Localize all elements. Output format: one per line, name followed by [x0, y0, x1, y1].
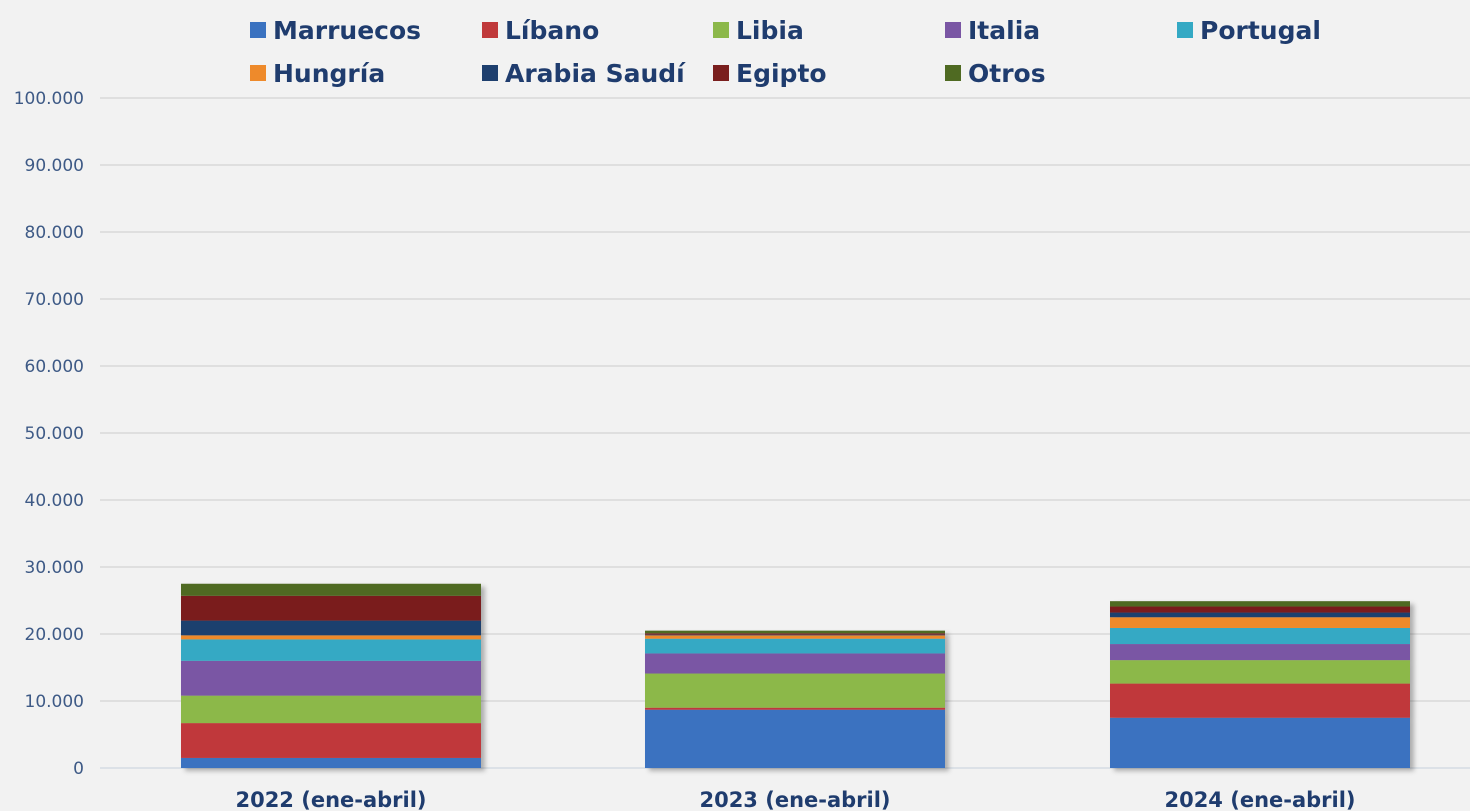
bar-segment: [1110, 644, 1410, 661]
legend-label: Líbano: [505, 16, 599, 45]
legend-label: Libia: [736, 16, 804, 45]
y-tick-label: 40.000: [25, 491, 84, 511]
bar-segment: [181, 660, 481, 696]
bar-segment: [1110, 617, 1410, 628]
legend-swatch: [250, 65, 266, 81]
bar-segment: [181, 635, 481, 640]
bar-segment: [1110, 660, 1410, 684]
legend-swatch: [713, 22, 729, 38]
bar-segment: [645, 630, 945, 634]
bar-segment: [181, 595, 481, 621]
y-tick-label: 20.000: [25, 625, 84, 645]
legend-swatch: [945, 65, 961, 81]
legend-swatch: [482, 65, 498, 81]
bar-segment: [181, 695, 481, 724]
legend-swatch: [945, 22, 961, 38]
legend-label: Portugal: [1200, 16, 1321, 45]
bar-segment: [1110, 601, 1410, 607]
bar-segment: [1110, 683, 1410, 718]
bar-segment: [645, 634, 945, 636]
bar-segment: [181, 639, 481, 661]
bars: [181, 583, 1410, 768]
x-category-label: 2022 (ene-abril): [235, 788, 426, 811]
legend-label: Marruecos: [273, 16, 421, 45]
legend-item: Libia: [713, 16, 804, 45]
bar-segment: [645, 633, 945, 635]
y-tick-label: 60.000: [25, 357, 84, 377]
y-tick-label: 50.000: [25, 424, 84, 444]
bar-segment: [645, 673, 945, 708]
bar-segment: [181, 620, 481, 636]
legend: Marruecos Líbano Libia Italia Portugal Hungrí…: [250, 16, 1321, 88]
bar-segment: [645, 635, 945, 639]
legend-swatch: [713, 65, 729, 81]
legend-label: Otros: [968, 59, 1046, 88]
y-tick-label: 70.000: [25, 290, 84, 310]
bar-segment: [1110, 717, 1410, 768]
legend-item: Italia: [945, 16, 1040, 45]
y-tick-label: 90.000: [25, 156, 84, 176]
legend-label: Italia: [968, 16, 1040, 45]
legend-label: Egipto: [736, 59, 827, 88]
bar-segment: [645, 709, 945, 768]
bar-segment: [1110, 606, 1410, 613]
legend-item: Egipto: [713, 59, 827, 88]
legend-swatch: [1177, 22, 1193, 38]
y-tick-label: 30.000: [25, 558, 84, 578]
bar-stack: [181, 583, 481, 768]
y-axis-tick-labels: 0 10.000 20.000 30.000 40.000 50.000 60.000 70.…: [14, 89, 84, 779]
legend-item: Hungría: [250, 59, 385, 88]
y-tick-label: 100.000: [14, 89, 84, 109]
y-tick-label: 10.000: [25, 692, 84, 712]
legend-item: Líbano: [482, 16, 599, 45]
bar-stack: [645, 630, 945, 768]
legend-item: Otros: [945, 59, 1046, 88]
legend-item: Portugal: [1177, 16, 1321, 45]
x-category-label: 2024 (ene-abril): [1164, 788, 1355, 811]
x-axis-category-labels: 2022 (ene-abril) 2023 (ene-abril) 2024 (en…: [235, 788, 1355, 811]
legend-label: Arabia Saudí: [505, 59, 686, 88]
y-tick-label: 80.000: [25, 223, 84, 243]
bar-segment: [1110, 627, 1410, 645]
bar-segment: [645, 638, 945, 654]
x-category-label: 2023 (ene-abril): [699, 788, 890, 811]
bar-segment: [645, 707, 945, 710]
y-tick-label: 0: [73, 759, 84, 779]
legend-item: Marruecos: [250, 16, 421, 45]
legend-label: Hungría: [273, 59, 385, 88]
legend-swatch: [250, 22, 266, 38]
bar-segment: [1110, 612, 1410, 618]
bar-segment: [181, 723, 481, 758]
legend-swatch: [482, 22, 498, 38]
bar-segment: [181, 757, 481, 768]
bar-stack: [1110, 601, 1410, 768]
bar-segment: [181, 583, 481, 596]
legend-item: Arabia Saudí: [482, 59, 686, 88]
bar-segment: [645, 653, 945, 674]
